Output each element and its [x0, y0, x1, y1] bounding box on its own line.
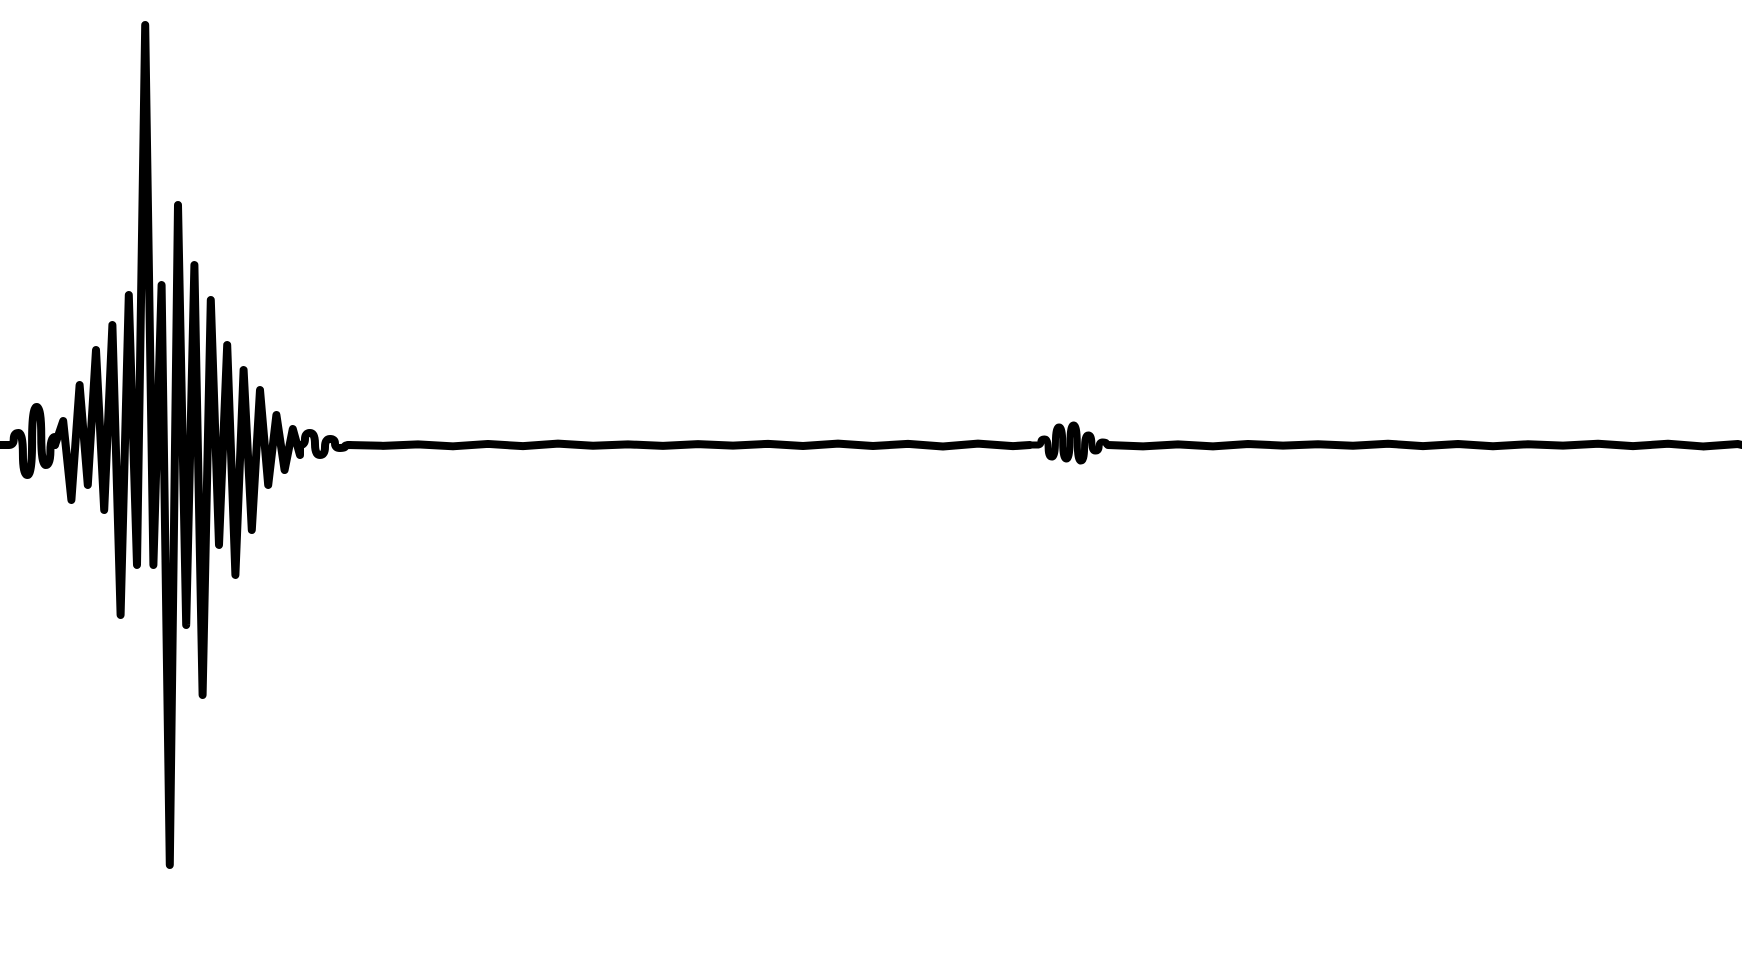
main-event [55, 25, 300, 865]
baseline-flat-2 [1108, 444, 1742, 447]
coda-tail [300, 433, 350, 455]
seismogram-canvas [0, 0, 1742, 980]
precursor-noise [0, 407, 55, 475]
baseline-flat-1 [348, 444, 1030, 447]
secondary-blip [1030, 425, 1110, 461]
